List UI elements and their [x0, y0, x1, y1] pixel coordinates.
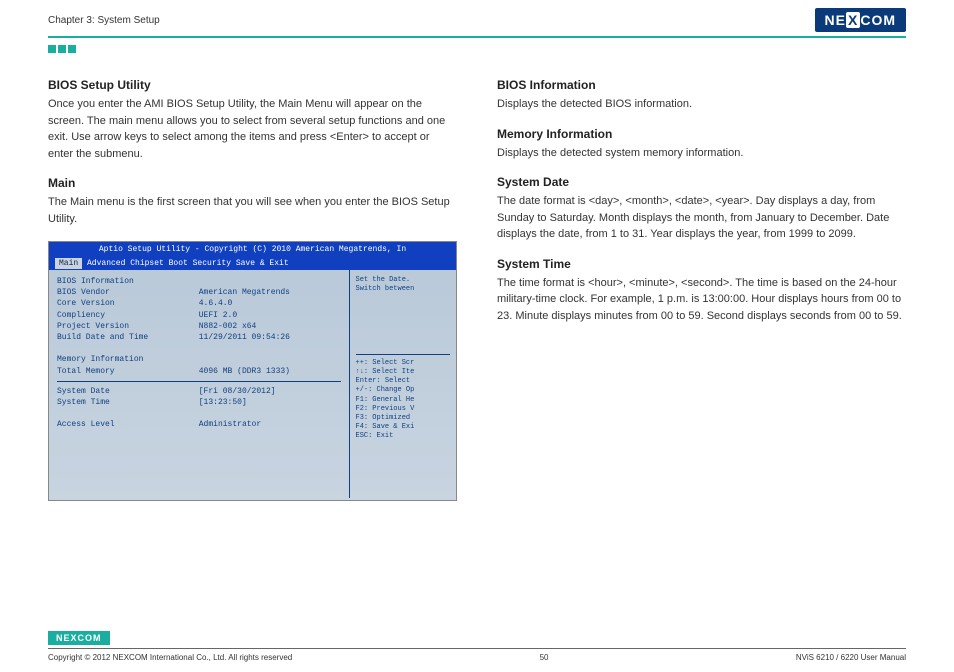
- bios-section: BIOS Information: [57, 276, 341, 287]
- bios-key: Enter: Select: [356, 377, 451, 386]
- bios-key: F2: Previous V: [356, 405, 451, 414]
- para-system-date: The date format is <day>, <month>, <date…: [497, 193, 906, 243]
- heading-bios-setup: BIOS Setup Utility: [48, 78, 457, 92]
- bios-help: Switch between: [356, 285, 451, 294]
- bios-body: BIOS Information BIOS VendorAmerican Meg…: [49, 270, 456, 498]
- heading-bios-info: BIOS Information: [497, 78, 906, 92]
- footer-rule: [48, 648, 906, 649]
- decorative-squares: [48, 40, 954, 58]
- bios-key: F1: General He: [356, 396, 451, 405]
- para-main: The Main menu is the first screen that y…: [48, 194, 457, 227]
- heading-main: Main: [48, 176, 457, 190]
- bios-key: ESC: Exit: [356, 432, 451, 441]
- bios-row: Build Date and Time11/29/2011 09:54:26: [57, 332, 341, 343]
- bios-menu-rest: Advanced Chipset Boot Security Save & Ex…: [82, 259, 288, 268]
- bios-row: Total Memory4096 MB (DDR3 1333): [57, 366, 341, 377]
- bios-row: Core Version4.6.4.0: [57, 298, 341, 309]
- bios-key: ↑↓: Select Ite: [356, 368, 451, 377]
- bios-menu-bar: Main Advanced Chipset Boot Security Save…: [49, 257, 456, 270]
- page-header: Chapter 3: System Setup NEXCOM: [0, 0, 954, 36]
- header-rule: [48, 36, 906, 38]
- bios-left-pane: BIOS Information BIOS VendorAmerican Meg…: [49, 270, 350, 498]
- bios-key: +/-: Change Op: [356, 386, 451, 395]
- heading-system-date: System Date: [497, 175, 906, 189]
- bios-key: F4: Save & Exi: [356, 423, 451, 432]
- chapter-label: Chapter 3: System Setup: [48, 15, 160, 26]
- nexcom-logo: NEXCOM: [815, 8, 906, 32]
- page-content: BIOS Setup Utility Once you enter the AM…: [0, 58, 954, 501]
- bios-separator: [57, 381, 341, 382]
- bios-row: CompliencyUEFI 2.0: [57, 310, 341, 321]
- page-footer: NEXCOM Copyright © 2012 NEXCOM Internati…: [0, 628, 954, 672]
- bios-screenshot: Aptio Setup Utility - Copyright (C) 2010…: [48, 241, 457, 501]
- para-memory-info: Displays the detected system memory info…: [497, 145, 906, 162]
- bios-key: F3: Optimized: [356, 414, 451, 423]
- manual-name: NViS 6210 / 6220 User Manual: [796, 653, 906, 662]
- bios-separator: [356, 354, 451, 355]
- page-number: 50: [540, 653, 549, 662]
- left-column: BIOS Setup Utility Once you enter the AM…: [48, 78, 457, 501]
- bios-row: System Time[13:23:50]: [57, 397, 341, 408]
- para-system-time: The time format is <hour>, <minute>, <se…: [497, 275, 906, 325]
- bios-title-bar: Aptio Setup Utility - Copyright (C) 2010…: [49, 242, 456, 257]
- bios-row: System Date[Fri 08/30/2012]: [57, 386, 341, 397]
- bios-row: BIOS VendorAmerican Megatrends: [57, 287, 341, 298]
- bios-menu-main: Main: [55, 258, 82, 269]
- bios-section: Memory Information: [57, 354, 341, 365]
- copyright-text: Copyright © 2012 NEXCOM International Co…: [48, 653, 292, 662]
- heading-system-time: System Time: [497, 257, 906, 271]
- bios-help: Set the Date.: [356, 276, 451, 285]
- heading-memory-info: Memory Information: [497, 127, 906, 141]
- right-column: BIOS Information Displays the detected B…: [497, 78, 906, 501]
- bios-row: Project VersionN882-002 x64: [57, 321, 341, 332]
- bios-row: Access LevelAdministrator: [57, 419, 341, 430]
- footer-row: Copyright © 2012 NEXCOM International Co…: [48, 653, 906, 662]
- footer-logo: NEXCOM: [48, 631, 110, 645]
- para-bios-info: Displays the detected BIOS information.: [497, 96, 906, 113]
- para-bios-setup: Once you enter the AMI BIOS Setup Utilit…: [48, 96, 457, 162]
- bios-right-pane: Set the Date. Switch between ++: Select …: [350, 270, 457, 498]
- bios-key: ++: Select Scr: [356, 359, 451, 368]
